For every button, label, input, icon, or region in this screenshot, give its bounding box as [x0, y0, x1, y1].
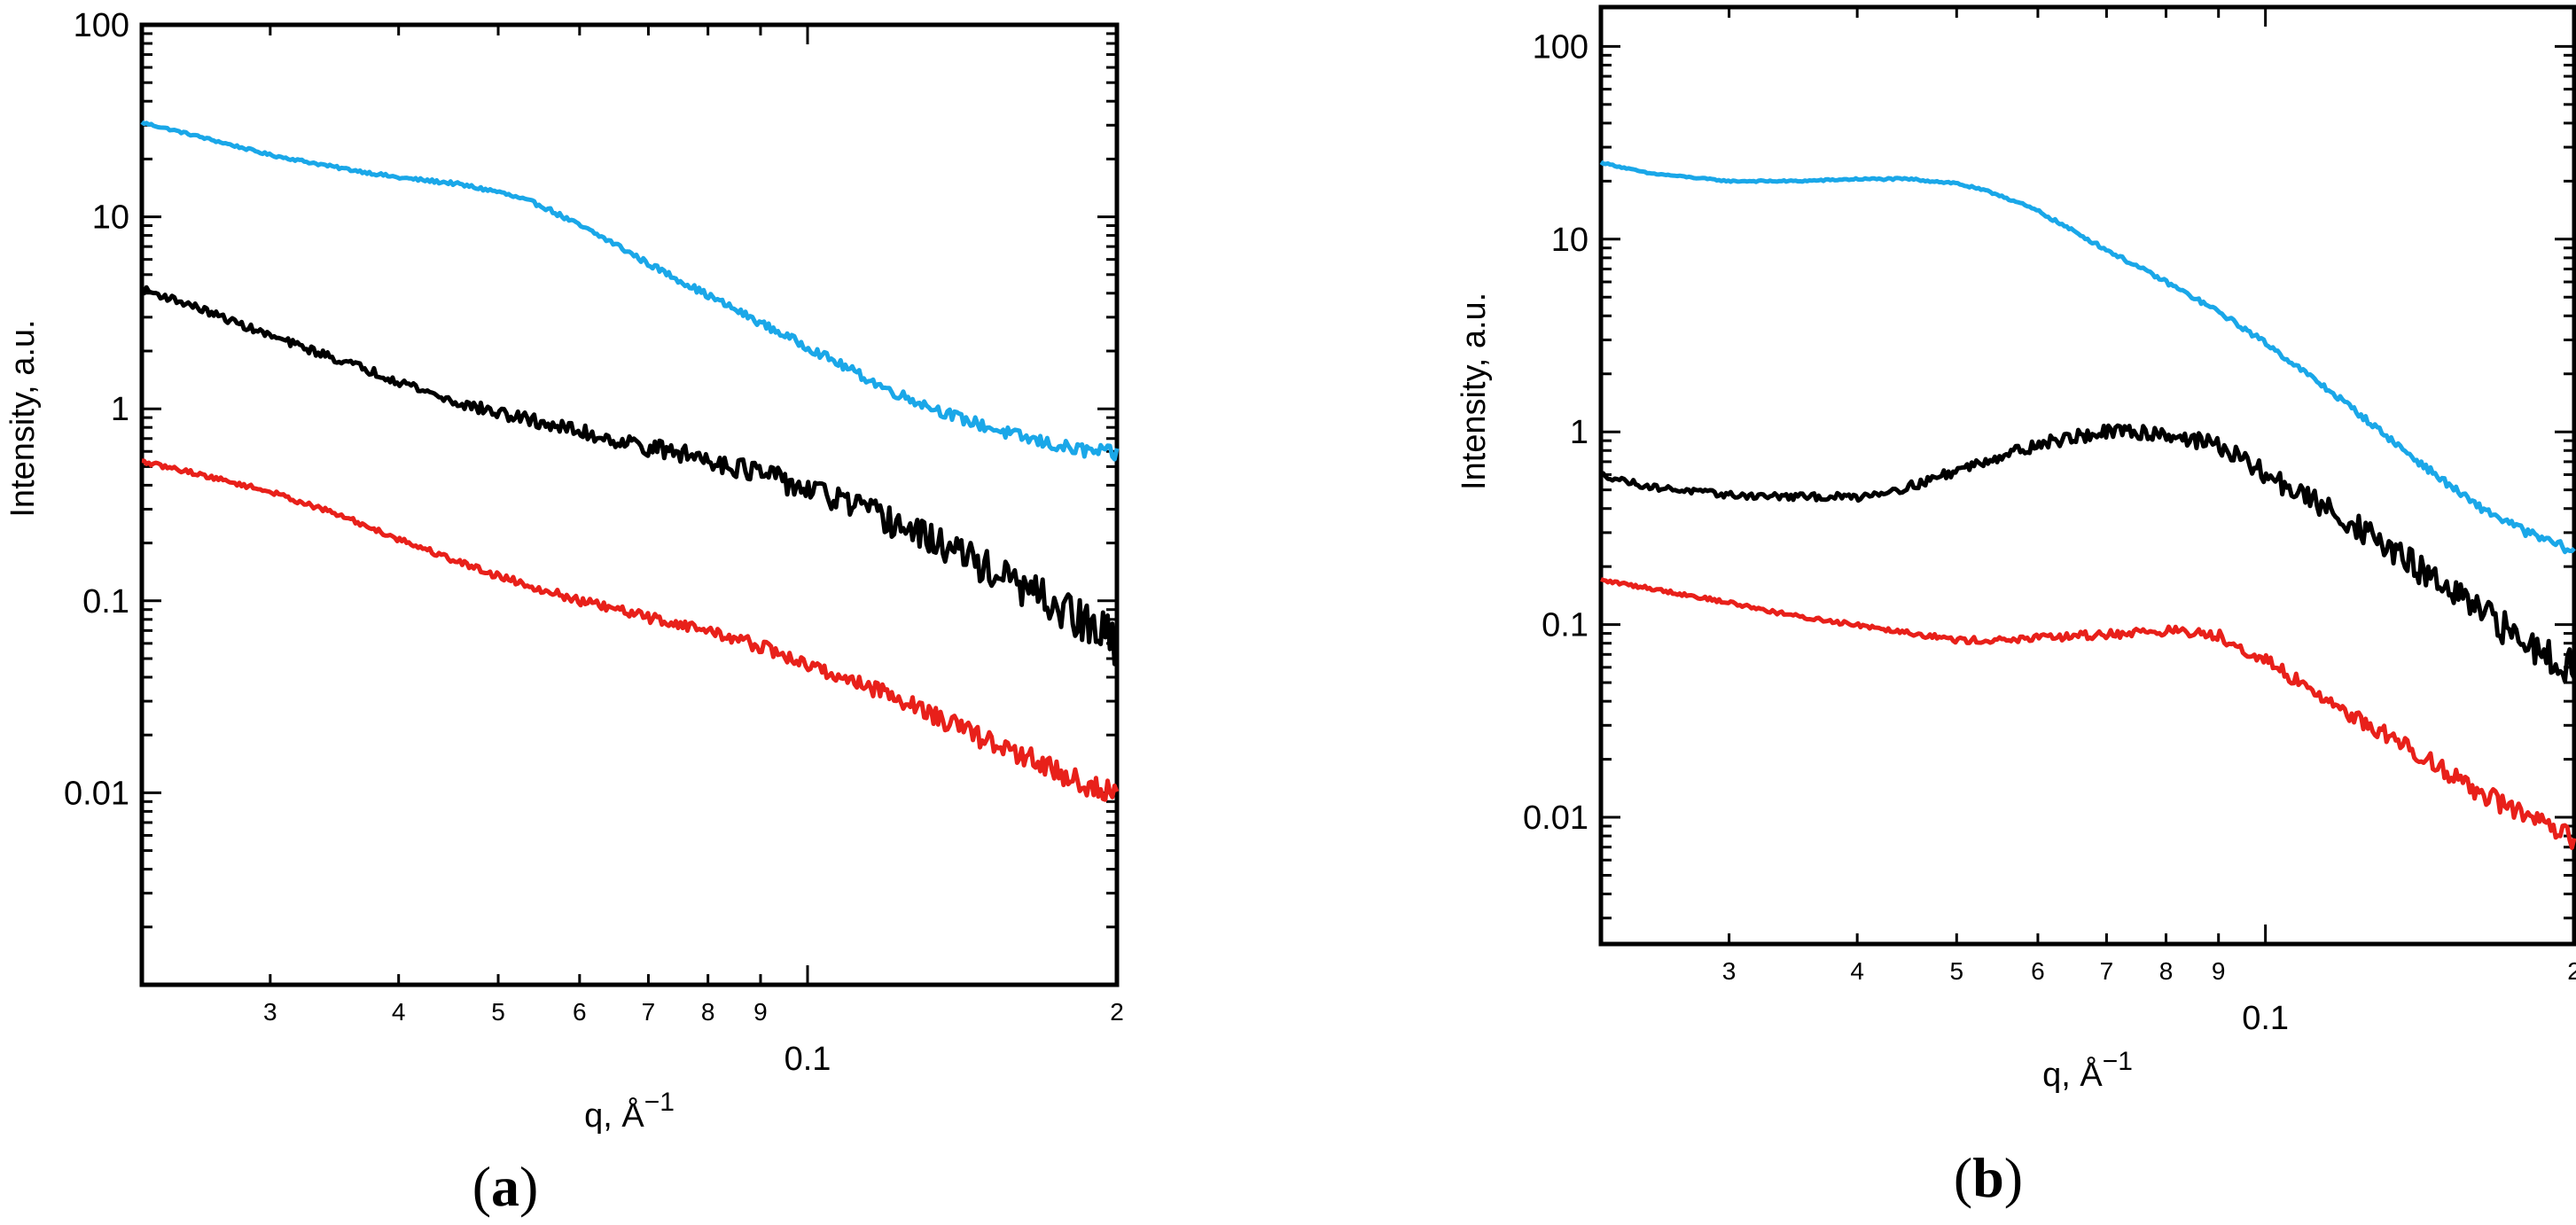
y-axis-title: Intensity, a.u.	[4, 319, 42, 517]
x-major-tick-label: 0.1	[2242, 1000, 2289, 1037]
panel-label-close-paren: )	[2004, 1146, 2023, 1209]
chart-b-svg: 100 10 1 0.1 0.01 3 4 5 6 7 8 9 2 0.1 q, Å−1 Intensity,…	[1456, 4, 2576, 1209]
panel-label: (a)	[472, 1155, 539, 1218]
series-black-line	[139, 285, 1120, 667]
y-tick-label: 0.1	[1542, 607, 1589, 644]
x-minor-tick-label: 9	[2212, 957, 2226, 985]
x-major-tick-label: 0.1	[785, 1041, 831, 1078]
x-axis-title-text: q, Å	[584, 1096, 644, 1135]
x-minor-tick-label: 6	[573, 998, 587, 1026]
x-minor-tick-label: 7	[2100, 957, 2114, 985]
y-tick-label: 0.1	[82, 583, 129, 620]
panel-label-open-paren: (	[472, 1155, 491, 1218]
chart-panel-b: 100 10 1 0.1 0.01 3 4 5 6 7 8 9 2 0.1 q, Å−1 Intensity,…	[1288, 0, 2576, 1225]
x-minor-tick-label: 4	[392, 998, 406, 1026]
x-axis-title-text: q, Å	[2042, 1055, 2103, 1094]
y-tick-label: 0.01	[64, 775, 129, 812]
y-tick-label: 100	[1533, 28, 1589, 66]
y-tick-label: 1	[111, 391, 129, 428]
y-tick-label: 0.01	[1523, 800, 1589, 837]
panel-label: (b)	[1954, 1146, 2023, 1209]
x-axis-title-exponent: −1	[2103, 1047, 2133, 1076]
plot-frame	[1598, 4, 2576, 947]
x-minor-tick-label: 7	[642, 998, 656, 1026]
y-tick-label: 10	[1551, 222, 1589, 259]
x-minor-tick-label: 2	[1110, 998, 1124, 1026]
plot-frame	[139, 22, 1120, 987]
panel-label-open-paren: (	[1954, 1146, 1972, 1209]
series-red-line	[141, 458, 1120, 802]
x-minor-tick-label: 5	[491, 998, 505, 1026]
x-minor-tick-label: 8	[701, 998, 715, 1026]
series-blue-line	[140, 120, 1120, 462]
x-axis-title-exponent: −1	[644, 1088, 675, 1117]
y-tick-label: 10	[92, 199, 129, 237]
x-minor-tick-label: 9	[753, 998, 768, 1026]
chart-a-svg: 100 10 1 0.1 0.01 3 4 5 6 7 8 9 2 0.1 q, Å−1 Intensity,…	[4, 7, 1124, 1218]
panel-label-close-paren: )	[519, 1155, 538, 1218]
x-minor-tick-label: 3	[1722, 957, 1737, 985]
x-minor-tick-label: 6	[2031, 957, 2045, 985]
series-blue-line	[1599, 160, 2576, 555]
chart-panel-a: 100 10 1 0.1 0.01 3 4 5 6 7 8 9 2 0.1 q, Å−1 Intensity,…	[4, 7, 1124, 1218]
x-axis-title: q, Å−1	[2042, 1047, 2133, 1094]
y-tick-label: 1	[1570, 414, 1589, 451]
panel-label-letter: a	[491, 1155, 519, 1218]
x-minor-tick-label: 4	[1850, 957, 1864, 985]
x-minor-tick-label: 3	[263, 998, 277, 1026]
x-minor-tick-label: 5	[1950, 957, 1964, 985]
panel-label-letter: b	[1972, 1146, 2004, 1209]
x-minor-tick-label: 2	[2567, 957, 2576, 985]
x-minor-tick-label: 8	[2159, 957, 2174, 985]
x-axis-title: q, Å−1	[584, 1088, 675, 1135]
y-axis-title: Intensity, a.u.	[1456, 293, 1493, 490]
series-black-line	[1600, 423, 2576, 683]
series-red-line	[1600, 577, 2576, 850]
y-tick-label: 100	[74, 7, 129, 44]
